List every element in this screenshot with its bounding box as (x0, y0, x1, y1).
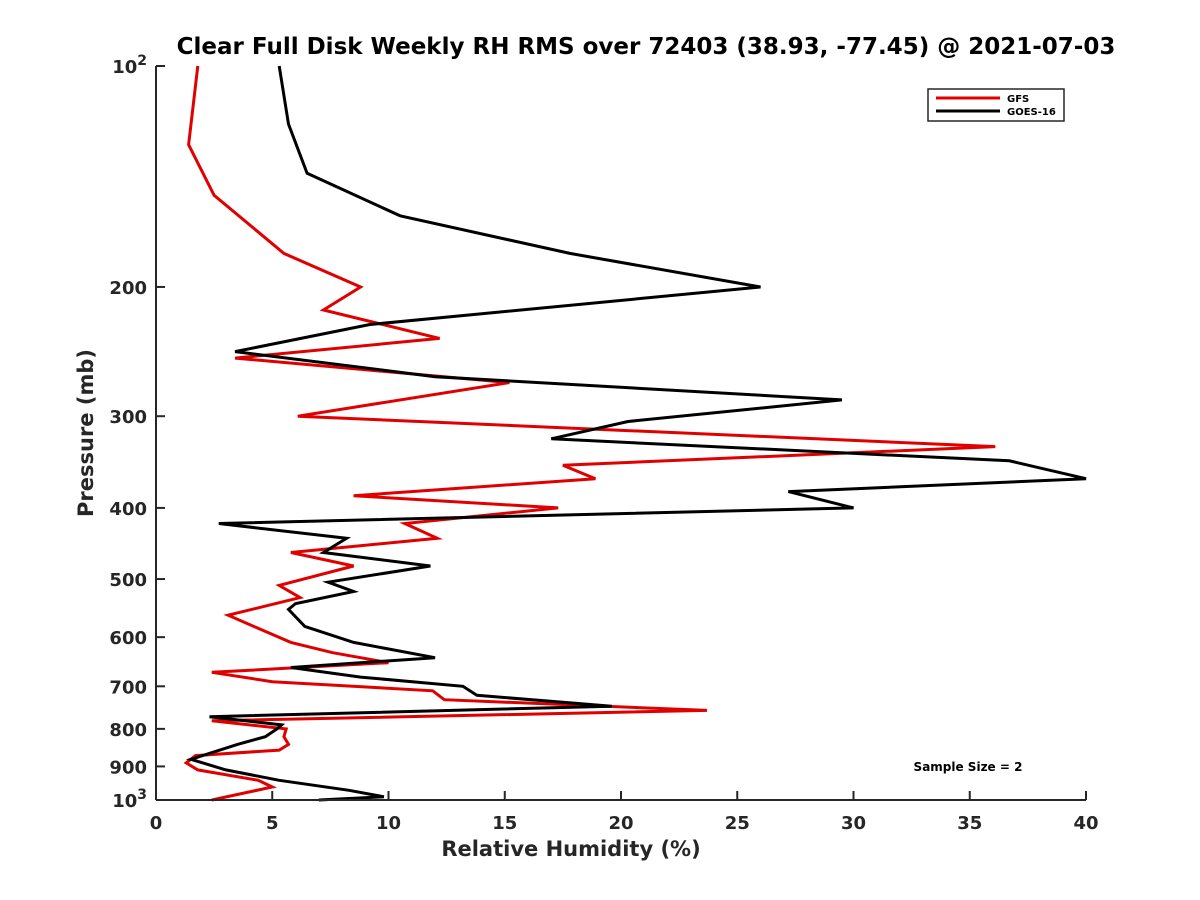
y-tick-label: 500 (109, 570, 147, 591)
y-tick-label: 800 (109, 720, 147, 741)
y-tick-label: 600 (109, 628, 147, 649)
y-tick-label: 200 (109, 278, 147, 299)
x-tick-label: 5 (266, 813, 279, 834)
x-tick-label: 25 (725, 813, 750, 834)
y-tick-label: 900 (109, 757, 147, 778)
x-tick-label: 35 (957, 813, 982, 834)
y-axis-label: Pressure (mb) (74, 349, 98, 517)
x-tick-label: 10 (376, 813, 401, 834)
y-tick-label: 700 (109, 677, 147, 698)
series-line-gfs (183, 65, 996, 802)
legend-box (927, 88, 1065, 122)
legend-entry: GFS (1007, 94, 1029, 105)
legend: GFS GOES-16 (927, 88, 1065, 122)
x-tick-label: 40 (1073, 813, 1098, 834)
x-tick-label: 30 (841, 813, 866, 834)
x-axis-label: Relative Humidity (%) (441, 837, 700, 861)
series-line-goes-16 (185, 65, 1087, 802)
sample-size-annotation: Sample Size = 2 (914, 760, 1023, 774)
x-tick-label: 0 (150, 813, 163, 834)
legend-entry: GOES-16 (1007, 107, 1056, 118)
y-tick-label: 102 (112, 53, 147, 78)
x-tick-label: 20 (608, 813, 633, 834)
y-tick-label: 300 (109, 407, 147, 428)
y-tick-label: 400 (109, 499, 147, 520)
chart-title: Clear Full Disk Weekly RH RMS over 72403… (177, 34, 1116, 60)
x-tick-label: 15 (492, 813, 517, 834)
y-tick-label: 103 (112, 787, 147, 812)
